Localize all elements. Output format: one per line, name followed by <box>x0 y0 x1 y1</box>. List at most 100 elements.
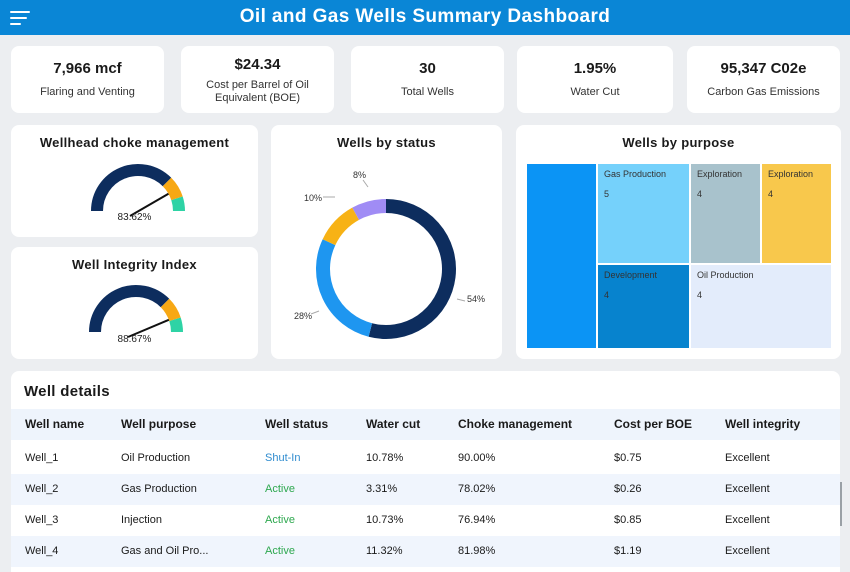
donut-label: 28% <box>294 311 313 321</box>
table-row[interactable]: Well_2 Gas Production Active 3.31% 78.02% $0.… <box>11 474 840 505</box>
well-details-card: Well details Well name Well purpose Well… <box>11 371 840 572</box>
kpi-card-flaring: 7,966 mcf Flaring and Venting <box>11 46 164 113</box>
panel-title: Wellhead choke management <box>39 135 230 150</box>
column-header-water-cut[interactable]: Water cut <box>366 417 421 431</box>
treemap-cell[interactable] <box>527 164 596 348</box>
donut-leader-line <box>456 298 466 302</box>
treemap-cell-label: Gas Production <box>604 169 667 179</box>
table-cell-well-purpose: Injection <box>121 514 162 526</box>
panel-title: Well Integrity Index <box>72 257 197 272</box>
table-cell-well-purpose: Gas Production <box>121 483 197 495</box>
table-cell-cost-per-boe: $0.26 <box>614 483 642 495</box>
kpi-card-water-cut: 1.95% Water Cut <box>517 46 673 113</box>
table-cell-well-name: Well_1 <box>25 452 59 464</box>
table-cell-choke-management: 76.94% <box>458 514 496 526</box>
table-cell-well-name: Well_2 <box>25 483 59 495</box>
kpi-card-cost-per-boe: $24.34 Cost per Barrel of Oil Equivalent… <box>181 46 334 113</box>
treemap-cell-value: 4 <box>697 189 703 199</box>
table-cell-water-cut: 10.73% <box>366 514 404 526</box>
column-header-well-integrity[interactable]: Well integrity <box>725 417 801 431</box>
header-bar: Oil and Gas Wells Summary Dashboard <box>0 0 850 35</box>
treemap-cell[interactable]: Exploration 4 <box>762 164 831 263</box>
gauge-band-0 <box>91 164 172 212</box>
donut-slice[interactable] <box>368 199 456 339</box>
treemap-cell[interactable]: Exploration 4 <box>691 164 760 263</box>
treemap-cell-value: 4 <box>768 189 774 199</box>
kpi-value: $24.34 <box>234 56 281 73</box>
gauge-card-integrity: Well Integrity Index 88.67% <box>11 247 258 359</box>
column-header-well-name[interactable]: Well name <box>25 417 85 431</box>
table-row[interactable]: Well_3 Injection Active 10.73% 76.94% $0.85 Ex… <box>11 505 840 536</box>
gauge-chart <box>89 285 183 338</box>
treemap-cell[interactable]: Gas Production 5 <box>598 164 689 263</box>
table-cell-choke-management: 78.02% <box>458 483 496 495</box>
table-cell-water-cut: 10.78% <box>366 452 404 464</box>
column-header-cost-per-boe[interactable]: Cost per BOE <box>614 417 693 431</box>
table-row[interactable]: Well_1 Oil Production Shut-In 10.78% 90.00% $… <box>11 443 840 474</box>
table-cell-cost-per-boe: $1.19 <box>614 545 642 557</box>
table-cell-well-integrity: Excellent <box>725 452 770 464</box>
donut-slice[interactable] <box>316 239 373 337</box>
kpi-label: Total Wells <box>401 86 454 98</box>
gauge-band-1 <box>160 298 181 322</box>
table-cell-water-cut: 11.32% <box>366 545 403 557</box>
panel-title: Wells by status <box>337 135 436 150</box>
kpi-value: 30 <box>419 60 436 77</box>
treemap-cell[interactable]: Oil Production 4 <box>691 265 831 348</box>
table-cell-well-integrity: Excellent <box>725 545 770 557</box>
table-cell-well-integrity: Excellent <box>725 483 770 495</box>
gauge-band-2 <box>169 317 183 333</box>
kpi-value: 7,966 mcf <box>53 60 122 77</box>
table-cell-well-purpose: Oil Production <box>121 452 191 464</box>
table-scrollbar[interactable] <box>840 482 842 526</box>
treemap-cell-label: Exploration <box>768 169 814 179</box>
gauge-value-label: 83.62% <box>117 212 152 223</box>
dashboard-title: Oil and Gas Wells Summary Dashboard <box>239 6 611 27</box>
kpi-value: 1.95% <box>573 60 617 77</box>
treemap-cell-label: Development <box>604 270 658 280</box>
kpi-label: Water Cut <box>570 86 620 98</box>
wells-by-purpose-card: Wells by purpose Gas Production 5 Explor… <box>516 125 841 359</box>
gauge-band-1 <box>162 177 183 201</box>
table-cell-well-name: Well_3 <box>25 514 59 526</box>
treemap-cell-value: 5 <box>604 189 610 199</box>
gauge-band-0 <box>89 285 170 333</box>
table-cell-well-status: Shut-In <box>265 452 301 464</box>
table-cell-well-status: Active <box>265 483 295 495</box>
table-cell-well-purpose: Gas and Oil Pro... <box>121 545 209 557</box>
gauge-card-choke: Wellhead choke management 83.62% <box>11 125 258 237</box>
column-header-well-status[interactable]: Well status <box>265 417 329 431</box>
table-cell-well-status: Active <box>265 545 295 557</box>
donut-leader-line <box>310 310 320 315</box>
wells-by-status-card: Wells by status 54% 28% 10% 8% <box>271 125 502 359</box>
gauge-chart <box>91 164 185 217</box>
gauge-value-label: 88.67% <box>117 334 152 345</box>
column-header-choke-management[interactable]: Choke management <box>458 417 573 431</box>
column-header-well-purpose[interactable]: Well purpose <box>121 417 197 431</box>
donut-chart <box>310 179 466 339</box>
kpi-label: Flaring and Venting <box>40 86 135 98</box>
treemap-cell-label: Exploration <box>697 169 743 179</box>
gauge-band-2 <box>171 196 185 212</box>
donut-slice[interactable] <box>352 199 387 221</box>
table-title: Well details <box>24 383 110 400</box>
table-cell-water-cut: 3.31% <box>366 483 398 495</box>
treemap-cell-value: 4 <box>697 290 703 300</box>
donut-label: 54% <box>467 294 486 304</box>
kpi-label: Cost per Barrel of Oil Equivalent (BOE) <box>206 79 309 104</box>
donut-slice[interactable] <box>322 207 360 246</box>
hamburger-menu-icon[interactable] <box>10 9 32 27</box>
table-cell-well-integrity: Excellent <box>725 514 770 526</box>
treemap-cell[interactable]: Development 4 <box>598 265 689 348</box>
gauge-needle <box>129 192 169 217</box>
kpi-card-carbon-emissions: 95,347 C02e Carbon Gas Emissions <box>687 46 840 113</box>
kpi-value: 95,347 C02e <box>720 60 807 77</box>
kpi-label: Carbon Gas Emissions <box>707 86 820 98</box>
table-row[interactable]: Well_4 Gas and Oil Pro... Active 11.32% 81.9… <box>11 536 840 567</box>
table-cell-well-status: Active <box>265 514 295 526</box>
treemap-cell-value: 4 <box>604 290 610 300</box>
treemap-cell-label: Oil Production <box>697 270 754 280</box>
table-cell-choke-management: 90.00% <box>458 452 496 464</box>
table-cell-cost-per-boe: $0.85 <box>614 514 642 526</box>
donut-label: 10% <box>304 193 323 203</box>
